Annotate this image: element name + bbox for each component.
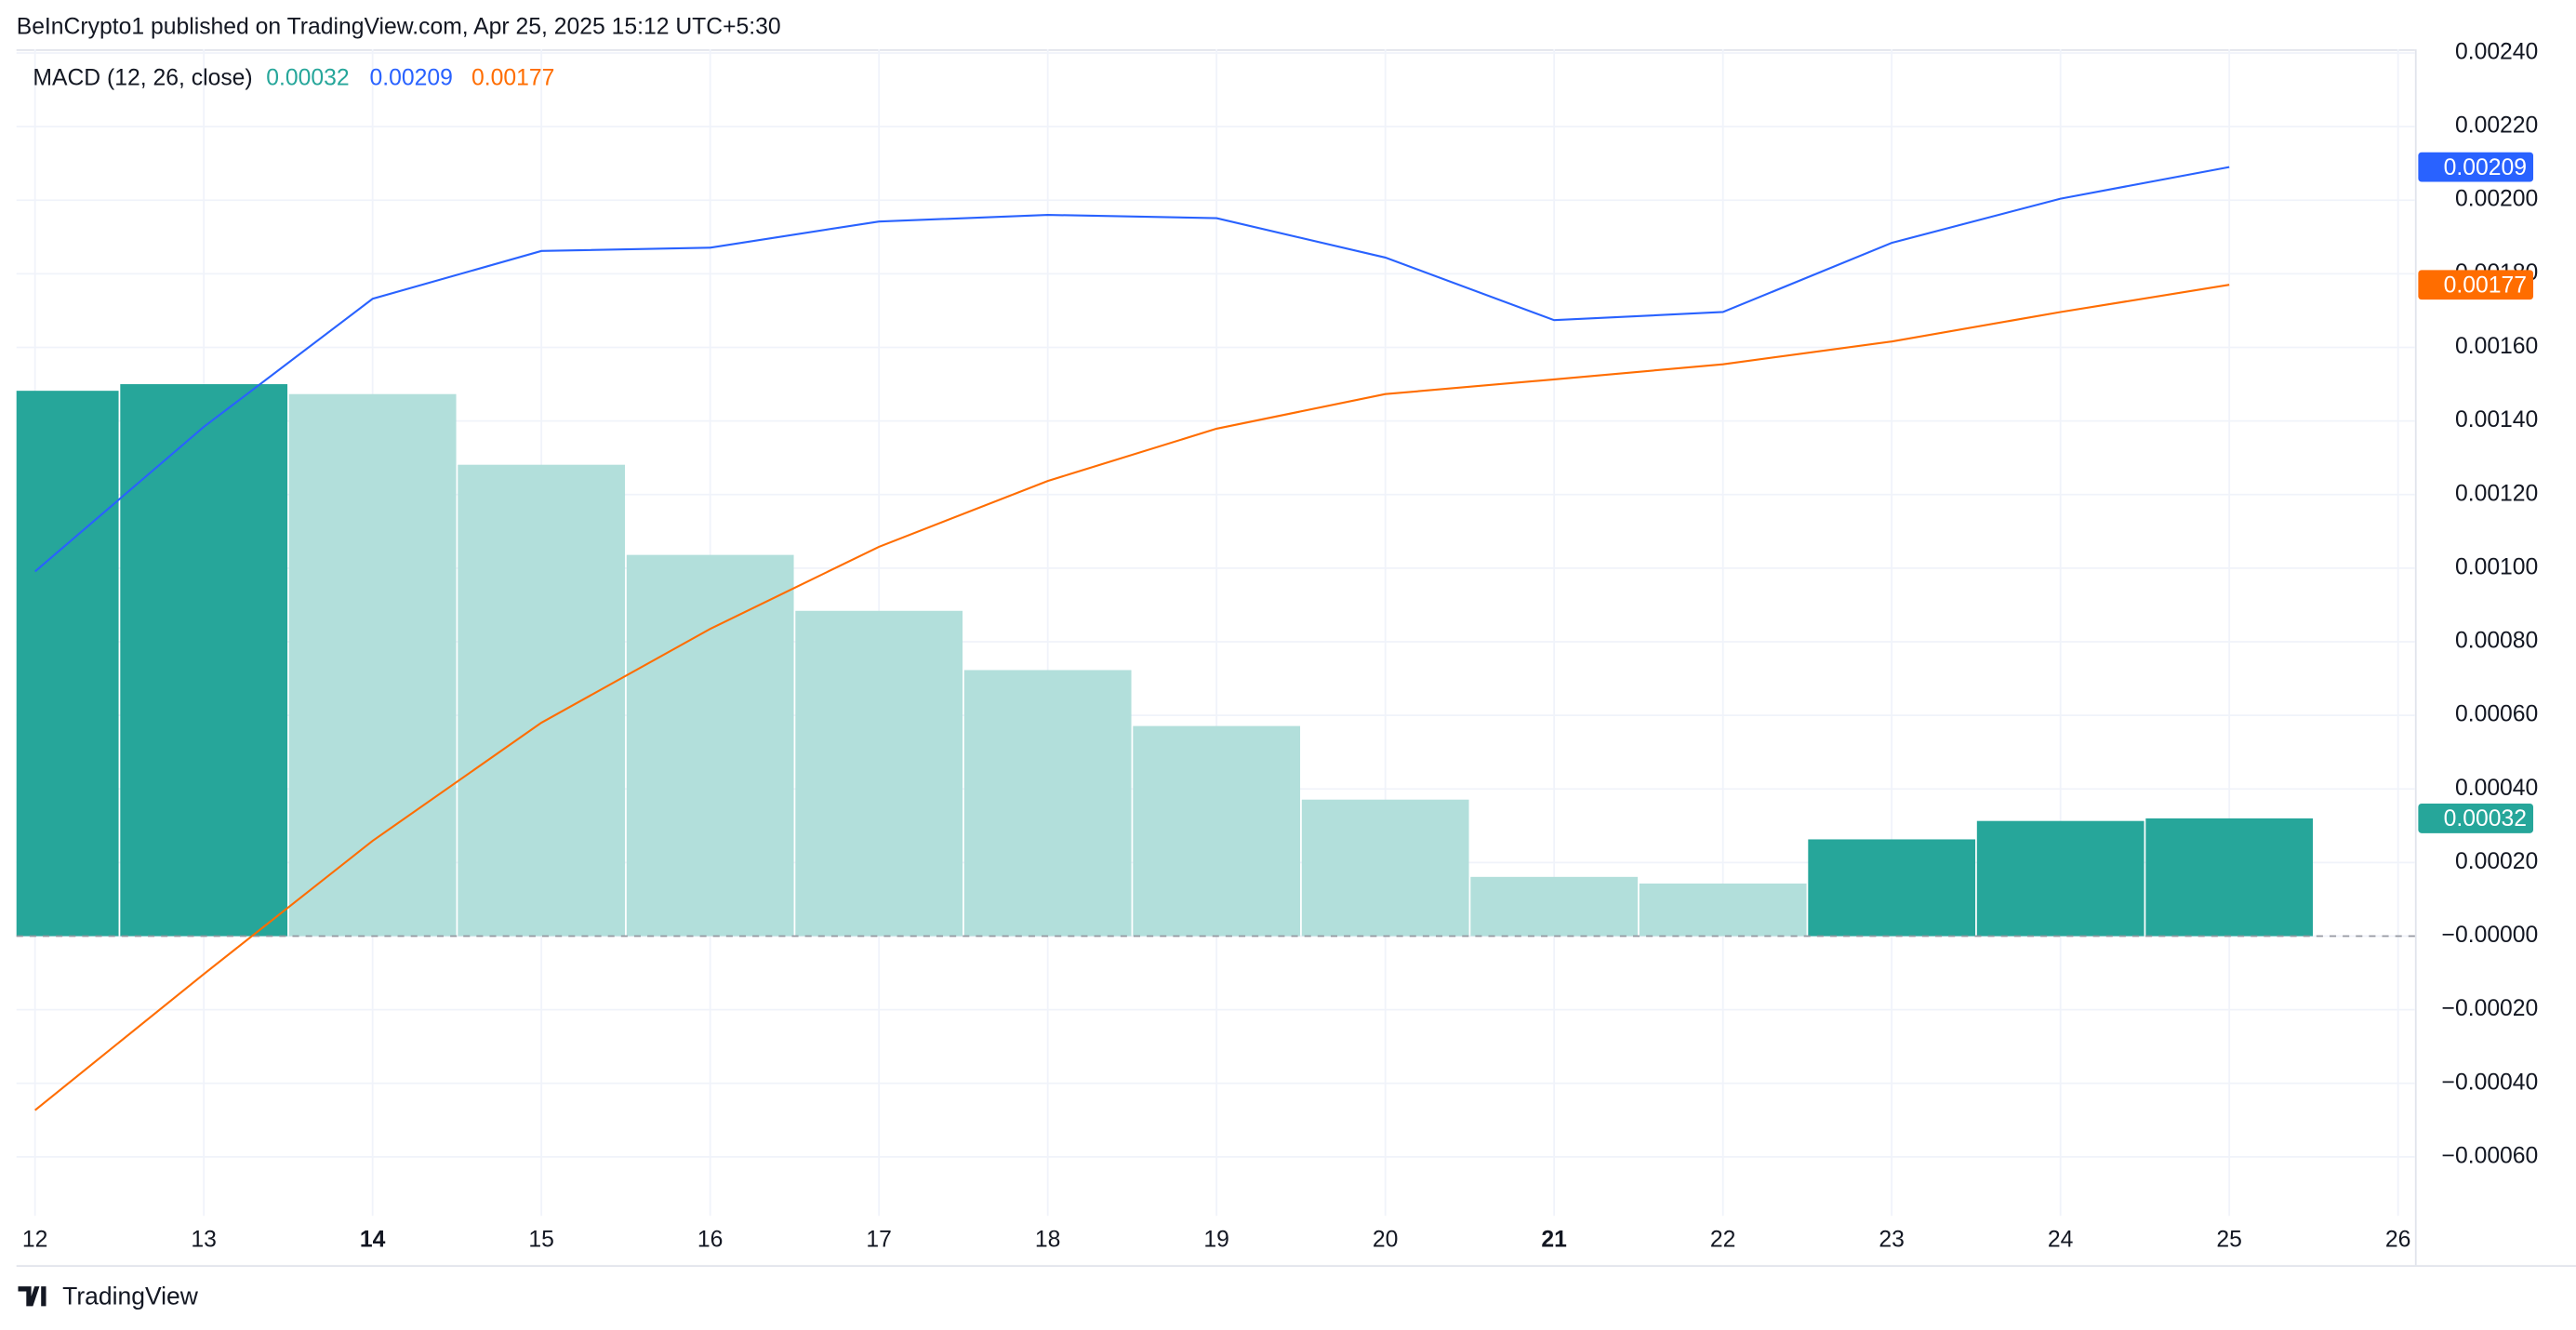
y-tick-label: −0.00060 bbox=[2442, 1143, 2539, 1168]
histogram-bar bbox=[1470, 876, 1639, 937]
x-tick-label: 13 bbox=[191, 1227, 217, 1252]
y-tick-label: 0.00120 bbox=[2455, 481, 2538, 506]
brand: TradingView bbox=[18, 1283, 199, 1310]
histogram-bar bbox=[795, 610, 963, 937]
x-tick-label: 19 bbox=[1203, 1227, 1229, 1252]
y-tick-label: 0.00220 bbox=[2455, 113, 2538, 139]
y-tick-label: 0.00040 bbox=[2455, 776, 2538, 801]
x-tick-label: 15 bbox=[528, 1227, 554, 1252]
y-tick-label: 0.00140 bbox=[2455, 407, 2538, 432]
histogram-bar bbox=[1808, 839, 1976, 937]
histogram-bar bbox=[626, 554, 794, 937]
histogram-bar bbox=[458, 464, 626, 937]
legend-value: 0.00177 bbox=[471, 65, 554, 90]
price-tag bbox=[2418, 804, 2534, 833]
legend-value: 0.00032 bbox=[266, 65, 349, 90]
macd-line bbox=[33, 166, 2230, 573]
histogram-bar bbox=[120, 384, 288, 937]
price-tag bbox=[2418, 152, 2534, 182]
signal-line bbox=[34, 284, 2230, 1111]
x-tick-label: 20 bbox=[1373, 1227, 1399, 1252]
histogram-bar bbox=[16, 391, 119, 937]
x-tick-label: 14 bbox=[360, 1227, 386, 1252]
price-tag-label: 0.00209 bbox=[2444, 155, 2527, 180]
x-tick-label: 22 bbox=[1710, 1227, 1736, 1252]
price-tag-label: 0.00032 bbox=[2444, 806, 2527, 831]
histogram-bar bbox=[1976, 820, 2144, 937]
y-tick-label: 0.00240 bbox=[2455, 39, 2538, 64]
y-tick-label: −0.00000 bbox=[2442, 923, 2539, 948]
x-tick-label: 23 bbox=[1879, 1227, 1904, 1252]
y-tick-label: 0.00200 bbox=[2455, 187, 2538, 212]
y-tick-label: 0.00160 bbox=[2455, 334, 2538, 359]
histogram-bar bbox=[288, 393, 457, 937]
histogram-bar bbox=[1639, 883, 1807, 937]
x-tick-label: 25 bbox=[2216, 1227, 2242, 1252]
logo bbox=[18, 1286, 46, 1307]
price-tag bbox=[2418, 270, 2534, 300]
y-tick-label: 0.00020 bbox=[2455, 849, 2538, 874]
histogram-bar bbox=[963, 670, 1132, 937]
x-tick-label: 21 bbox=[1541, 1227, 1567, 1252]
indicator-title: MACD (12, 26, close) bbox=[33, 65, 252, 90]
histogram-bar bbox=[1301, 799, 1469, 937]
brand-name: TradingView bbox=[62, 1283, 199, 1310]
y-tick-label: −0.00040 bbox=[2442, 1070, 2539, 1095]
x-tick-label: 24 bbox=[2048, 1227, 2074, 1252]
y-tick-label: −0.00020 bbox=[2442, 996, 2539, 1021]
histogram-bar bbox=[1133, 725, 1301, 937]
x-tick-label: 17 bbox=[866, 1227, 892, 1252]
legend: MACD (12, 26, close) 0.00032 0.00209 0.0… bbox=[33, 65, 554, 90]
y-tick-label: 0.00080 bbox=[2455, 629, 2538, 654]
x-tick-label: 18 bbox=[1035, 1227, 1061, 1252]
y-tick-label: 0.00060 bbox=[2455, 702, 2538, 727]
header: BeInCrypto1 published on TradingView.com… bbox=[17, 15, 781, 40]
x-tick-label: 12 bbox=[22, 1227, 48, 1252]
histogram-bar bbox=[2145, 818, 2314, 937]
x-tick-label: 16 bbox=[697, 1227, 724, 1252]
legend-value: 0.00209 bbox=[370, 65, 453, 90]
x-tick-label: 26 bbox=[2385, 1227, 2411, 1252]
y-tick-label: 0.00100 bbox=[2455, 554, 2538, 579]
price-tag-label: 0.00177 bbox=[2444, 273, 2527, 299]
